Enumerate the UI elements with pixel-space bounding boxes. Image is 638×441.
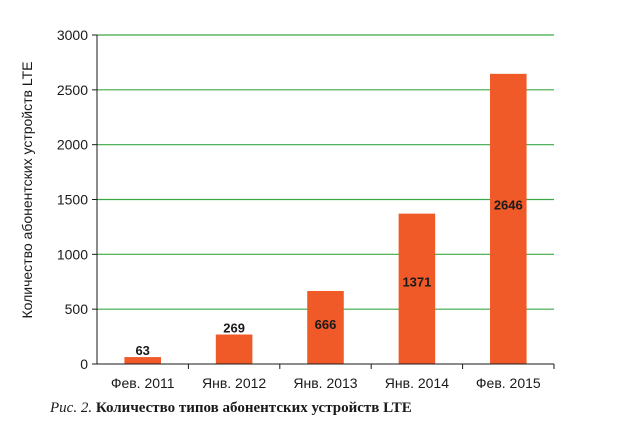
data-label: 2646 <box>494 197 523 212</box>
axes <box>92 34 555 369</box>
y-tick-label: 0 <box>80 356 88 372</box>
bar <box>307 290 344 364</box>
x-tick-label: Фев. 2015 <box>476 375 541 391</box>
y-tick-label: 2000 <box>57 137 88 153</box>
y-tick-label: 3000 <box>57 27 88 43</box>
y-tick-label: 500 <box>65 301 89 317</box>
gridlines <box>97 34 554 310</box>
x-tick-label: Фев. 2011 <box>111 375 175 391</box>
figure-caption: Рис. 2. Количество типов абонентских уст… <box>50 400 412 417</box>
bar <box>124 357 161 364</box>
y-tick-labels: 0 500 1000 1500 2000 2500 3000 <box>57 27 88 372</box>
bar <box>215 334 253 364</box>
x-tick-label: Янв. 2014 <box>385 375 449 391</box>
data-label: 63 <box>135 343 149 358</box>
data-label: 666 <box>315 317 337 332</box>
bar <box>490 73 527 365</box>
bars <box>124 73 527 365</box>
data-label: 1371 <box>402 274 431 289</box>
data-label: 269 <box>223 320 245 335</box>
caption-title: Количество типов абонентских устройств L… <box>95 400 412 416</box>
x-tick-label: Янв. 2012 <box>202 375 266 391</box>
bar <box>398 213 436 364</box>
y-tick-label: 1000 <box>57 246 88 262</box>
y-axis-label: Количество абонентских устройств LTE <box>19 61 35 318</box>
bar-chart: 0 500 1000 1500 2000 2500 3000 Фев. 2011 Янв. 2… <box>19 27 555 391</box>
x-tick-label: Янв. 2013 <box>293 375 357 391</box>
y-tick-label: 1500 <box>57 192 88 208</box>
data-labels: 63 269 666 1371 2646 <box>135 197 522 358</box>
y-tick-label: 2500 <box>57 82 88 98</box>
x-tick-labels: Фев. 2011 Янв. 2012 Янв. 2013 Янв. 2014 Фев.… <box>111 375 541 391</box>
caption-prefix: Рис. 2. <box>50 400 93 416</box>
